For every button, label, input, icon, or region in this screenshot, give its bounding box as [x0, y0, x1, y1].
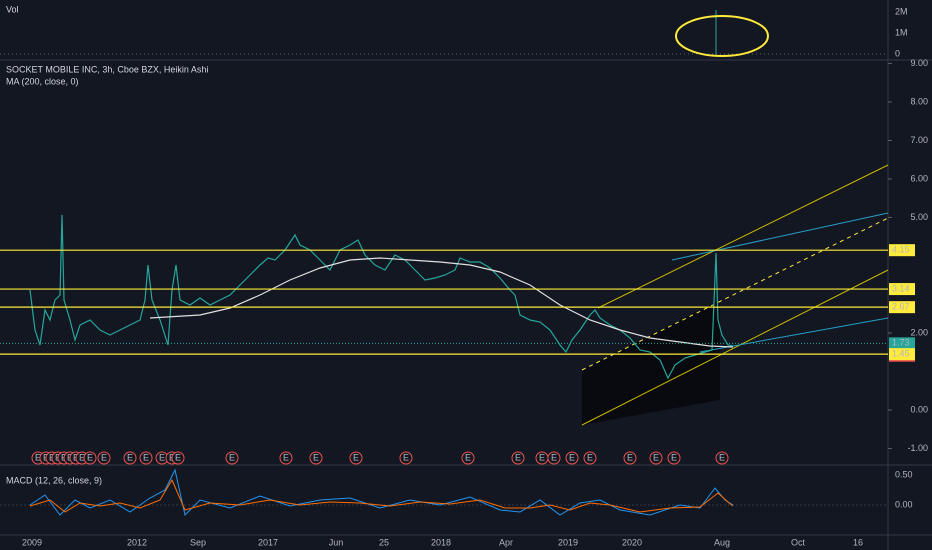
- earnings-marker: [649, 451, 663, 465]
- earnings-marker: [511, 451, 525, 465]
- earnings-label: E: [127, 452, 133, 462]
- moving-average: [149, 257, 734, 348]
- price-tick-label: 0.00: [910, 404, 928, 414]
- time-label: Sep: [190, 537, 206, 547]
- earnings-label: E: [653, 452, 659, 462]
- earnings-label: E: [175, 452, 181, 462]
- volume-label: Vol: [6, 4, 19, 14]
- earnings-label: E: [353, 452, 359, 462]
- time-label: 2009: [22, 537, 42, 547]
- price-tick-label: 7.00: [910, 135, 928, 145]
- earnings-marker: [123, 451, 137, 465]
- earnings-label: E: [465, 452, 471, 462]
- earnings-label: E: [79, 452, 85, 462]
- time-label: Jun: [329, 537, 344, 547]
- price-tag-label: 3.14: [892, 283, 910, 293]
- volume-tick-label: 2M: [895, 6, 908, 16]
- price-tag-label: 1.45: [892, 349, 910, 359]
- time-label: 16: [853, 537, 863, 547]
- price-tag-label: 2.67: [892, 302, 910, 312]
- earnings-marker: [547, 451, 561, 465]
- time-label: 2020: [622, 537, 642, 547]
- price-tick-label: -1.00: [907, 443, 928, 453]
- earnings-label: E: [569, 452, 575, 462]
- price-tick-label: 6.00: [910, 173, 928, 183]
- time-label: 2012: [127, 537, 147, 547]
- earnings-marker: [309, 451, 323, 465]
- trend-line: [671, 212, 889, 261]
- price-tick-label: 8.00: [910, 96, 928, 106]
- volume-tick-label: 0: [895, 48, 900, 58]
- earnings-label: E: [283, 452, 289, 462]
- ma-label: MA (200, close, 0): [6, 76, 79, 86]
- earnings-label: E: [587, 452, 593, 462]
- earnings-label: E: [515, 452, 521, 462]
- earnings-marker: [583, 451, 597, 465]
- time-label: Oct: [791, 537, 806, 547]
- earnings-marker: [171, 451, 185, 465]
- price-tag: [889, 244, 915, 257]
- macd-tick-label: 0.00: [895, 499, 913, 509]
- earnings-marker: [667, 451, 681, 465]
- earnings-label: E: [403, 452, 409, 462]
- earnings-marker: [565, 451, 579, 465]
- earnings-marker: [97, 451, 111, 465]
- time-label: 2019: [558, 537, 578, 547]
- earnings-label: E: [143, 452, 149, 462]
- price-tag: [889, 283, 915, 296]
- price-tag: [889, 348, 915, 361]
- earnings-label: E: [229, 452, 235, 462]
- time-label: 2017: [258, 537, 278, 547]
- price-tag-label: 1.73: [892, 338, 910, 348]
- symbol-label: SOCKET MOBILE INC, 3h, Cboe BZX, Heikin …: [6, 64, 208, 74]
- price-tag-label: 4.15: [892, 245, 910, 255]
- earnings-marker: [225, 451, 239, 465]
- time-label: 25: [379, 537, 389, 547]
- earnings-label: E: [35, 452, 41, 462]
- channel-mid: [581, 217, 889, 371]
- earnings-label: E: [539, 452, 545, 462]
- volume-tick-label: 1M: [895, 27, 908, 37]
- time-label: Aug: [714, 537, 730, 547]
- earnings-label: E: [87, 452, 93, 462]
- price-tick-label: 9.00: [910, 58, 928, 68]
- earnings-marker: [139, 451, 153, 465]
- earnings-marker: [399, 451, 413, 465]
- earnings-label: E: [101, 452, 107, 462]
- time-label: Apr: [499, 537, 513, 547]
- signal-line: [29, 478, 734, 513]
- channel-upper: [597, 164, 889, 309]
- earnings-marker: [279, 451, 293, 465]
- earnings-label: E: [627, 452, 633, 462]
- earnings-label: E: [313, 452, 319, 462]
- earnings-label: E: [159, 452, 165, 462]
- price-tag: [889, 337, 915, 350]
- channel-lower: [581, 269, 889, 426]
- earnings-marker: [461, 451, 475, 465]
- earnings-marker: [623, 451, 637, 465]
- channel-shade: [582, 300, 720, 425]
- price-tick-label: 5.00: [910, 212, 928, 222]
- earnings-marker: [715, 451, 729, 465]
- earnings-label: E: [551, 452, 557, 462]
- price-tick-label: 2.00: [910, 327, 928, 337]
- annotation-ellipse: [675, 15, 769, 57]
- price-tag: [889, 301, 915, 314]
- earnings-marker: [83, 451, 97, 465]
- macd-label: MACD (12, 26, close, 9): [6, 475, 102, 485]
- earnings-marker: [349, 451, 363, 465]
- macd-tick-label: 0.50: [895, 469, 913, 479]
- earnings-label: E: [719, 452, 725, 462]
- earnings-label: E: [671, 452, 677, 462]
- time-label: 2018: [431, 537, 451, 547]
- price-line: [29, 214, 734, 380]
